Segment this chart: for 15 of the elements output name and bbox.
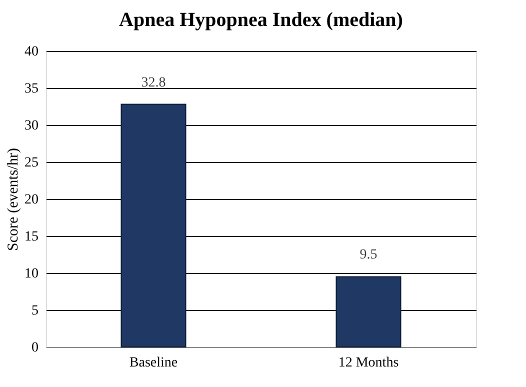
data-label: 32.8 <box>141 75 166 90</box>
x-tick-label: Baseline <box>129 356 178 370</box>
y-tick-label: 40 <box>24 44 38 60</box>
y-tick-label: 25 <box>24 156 38 170</box>
x-tick-label: 12 Months <box>338 356 399 370</box>
y-tick-label: 10 <box>24 266 38 282</box>
y-tick-label: 35 <box>24 82 38 96</box>
y-axis-title: Score (events/hr) <box>6 148 22 251</box>
y-tick-label: 15 <box>24 230 38 244</box>
data-label: 9.5 <box>360 248 378 263</box>
y-tick-label: 30 <box>24 118 38 134</box>
y-tick-label: 5 <box>32 304 38 318</box>
chart-title: Apnea Hypopnea Index (median) <box>119 9 403 31</box>
y-tick-label: 0 <box>32 340 38 356</box>
y-tick-label: 20 <box>24 192 38 208</box>
